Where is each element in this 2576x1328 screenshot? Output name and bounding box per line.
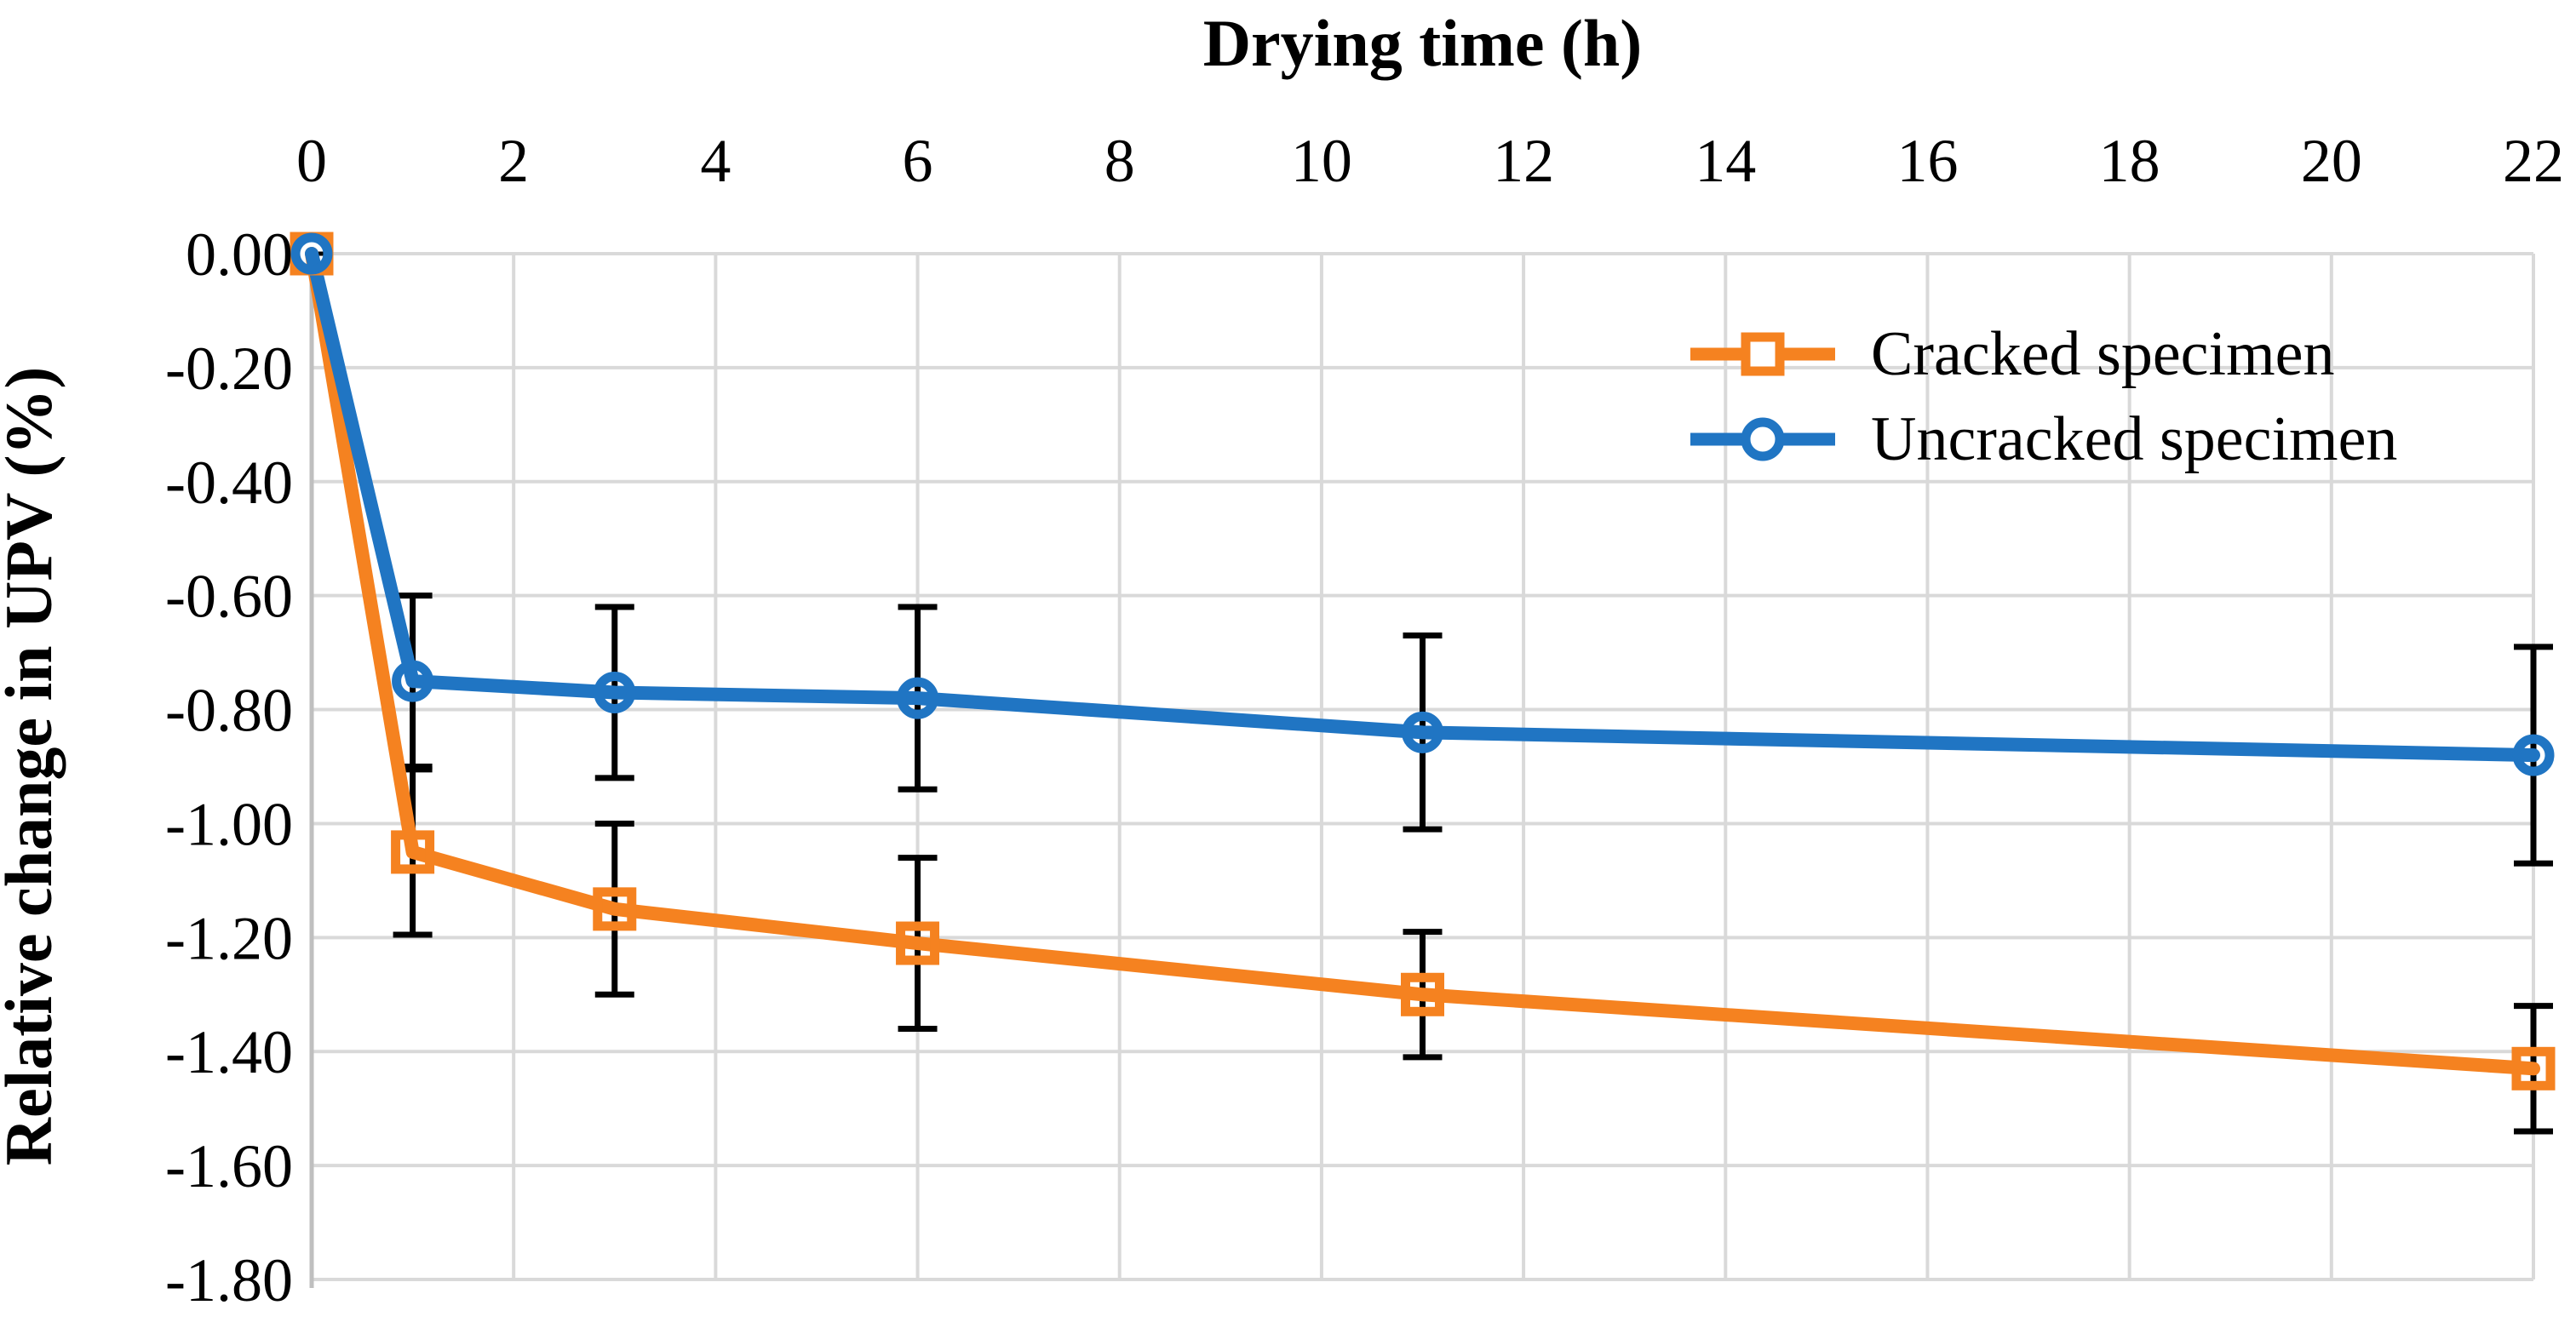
x-tick-label: 12 <box>1493 127 1554 195</box>
series-line-uncracked-specimen <box>305 247 2540 763</box>
y-tick-label: -1.00 <box>165 790 293 858</box>
data-point-marker-square <box>593 887 637 931</box>
x-tick-label: 10 <box>1291 127 1352 195</box>
x-tick-label: 18 <box>2099 127 2160 195</box>
data-point-marker-square <box>1401 972 1444 1016</box>
data-point-marker-circle <box>2512 734 2555 776</box>
x-tick-label: 8 <box>1104 127 1135 195</box>
data-point-marker-circle <box>1402 711 1443 753</box>
data-point-marker-square <box>391 830 435 874</box>
legend-label: Uncracked specimen <box>1871 404 2398 474</box>
y-tick-label: 0.00 <box>186 220 293 289</box>
x-tick-label: 16 <box>1896 127 1958 195</box>
legend-marker-circle-icon <box>1690 417 1835 461</box>
legend: Cracked specimen Uncracked specimen <box>1690 312 2397 482</box>
series-line-cracked-specimen <box>305 247 2540 1076</box>
data-point-marker-square <box>2511 1046 2556 1090</box>
legend-item-cracked: Cracked specimen <box>1690 312 2397 397</box>
data-point-marker-circle <box>392 660 434 702</box>
y-axis-title: Relative change in UPV (%) <box>0 367 66 1166</box>
y-tick-label: -0.60 <box>165 563 293 631</box>
y-tick-label: -0.80 <box>165 677 293 745</box>
x-tick-label: 20 <box>2301 127 2362 195</box>
y-tick-label: -1.20 <box>165 904 293 972</box>
legend-marker-square-icon <box>1690 332 1835 376</box>
x-tick-label: 4 <box>700 127 731 195</box>
y-tick-label: -1.60 <box>165 1132 293 1200</box>
data-point-marker-circle <box>594 671 636 713</box>
x-tick-label: 6 <box>903 127 933 195</box>
x-axis-title: Drying time (h) <box>1202 6 1643 80</box>
y-tick-label: -0.20 <box>165 335 293 403</box>
data-point-marker-circle <box>290 232 333 275</box>
x-tick-label: 2 <box>498 127 529 195</box>
x-tick-label: 0 <box>296 127 327 195</box>
y-tick-label: -1.40 <box>165 1018 293 1086</box>
legend-item-uncracked: Uncracked specimen <box>1690 397 2397 482</box>
x-tick-label: 14 <box>1695 127 1756 195</box>
x-tick-label: 22 <box>2503 127 2564 195</box>
data-point-marker-circle <box>897 677 939 719</box>
y-tick-label: -0.40 <box>165 449 293 517</box>
y-tick-label: -1.80 <box>165 1246 293 1314</box>
data-point-marker-square <box>896 921 940 965</box>
legend-label: Cracked specimen <box>1871 319 2335 389</box>
